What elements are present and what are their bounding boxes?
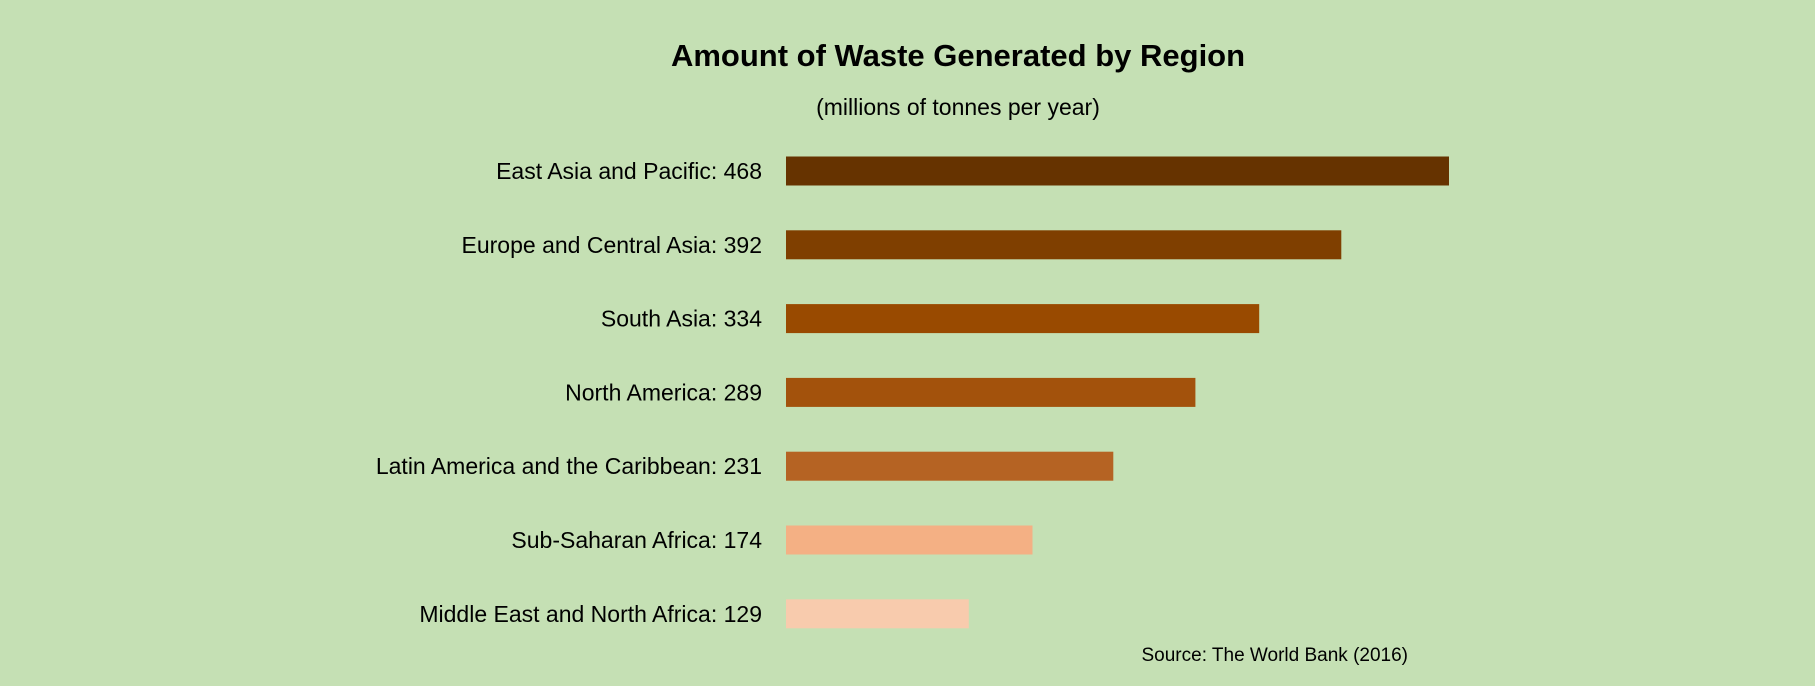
category-label: North America: 289 [565, 379, 762, 405]
bar-middle-east-and-north-africa [786, 599, 969, 629]
category-label: East Asia and Pacific: 468 [496, 158, 762, 184]
bar-europe-and-central-asia [786, 230, 1342, 260]
bar-sub-saharan-africa [786, 525, 1033, 555]
bar-latin-america-and-the-caribbean [786, 451, 1114, 481]
category-label: Latin America and the Caribbean: 231 [376, 453, 762, 479]
chart-subtitle: (millions of tonnes per year) [816, 94, 1100, 120]
category-label: South Asia: 334 [601, 306, 762, 332]
category-labels-group: East Asia and Pacific: 468 Europe and Cen… [376, 158, 762, 627]
source-note: Source: The World Bank (2016) [1142, 645, 1409, 666]
category-label: Europe and Central Asia: 392 [462, 232, 762, 258]
bar-south-asia [786, 304, 1260, 334]
bars-group [786, 156, 1449, 629]
bar-east-asia-and-pacific [786, 156, 1449, 186]
category-label: Sub-Saharan Africa: 174 [511, 527, 762, 553]
category-label: Middle East and North Africa: 129 [419, 601, 762, 627]
chart-title: Amount of Waste Generated by Region [671, 38, 1245, 73]
bar-north-america [786, 377, 1196, 407]
